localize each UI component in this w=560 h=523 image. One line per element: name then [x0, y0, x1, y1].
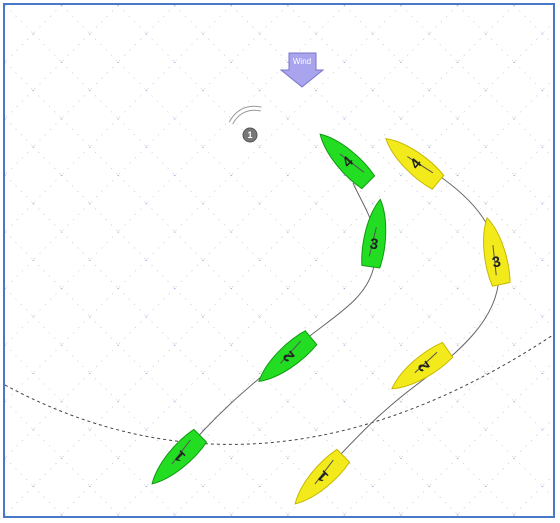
wind-arrow-icon: Wind — [279, 52, 325, 88]
yellow-track — [322, 172, 500, 474]
green-boat-3: 3 — [361, 198, 387, 269]
diagram-frame: Wind 1 4 3 2 1 — [3, 3, 555, 518]
yellow-boat-3: 3 — [483, 216, 511, 287]
green-boat-1: 1 — [151, 428, 208, 485]
wind-label: Wind — [293, 57, 311, 66]
mark: 1 — [228, 105, 262, 143]
yellow-boat-3-label: 3 — [491, 253, 503, 271]
yellow-boat-2: 2 — [391, 341, 454, 390]
race-diagram: Wind 1 4 3 2 1 — [5, 5, 553, 516]
green-boat-4: 4 — [319, 133, 376, 190]
grid — [5, 5, 553, 516]
mark-label: 1 — [247, 130, 252, 140]
green-boat-3-label: 3 — [369, 235, 380, 253]
green-boat-2: 2 — [258, 330, 318, 383]
zone-circle — [5, 334, 553, 445]
yellow-boat-4: 4 — [385, 137, 445, 190]
mark-buoy — [242, 127, 258, 143]
yellow-boat-1: 1 — [294, 448, 351, 505]
